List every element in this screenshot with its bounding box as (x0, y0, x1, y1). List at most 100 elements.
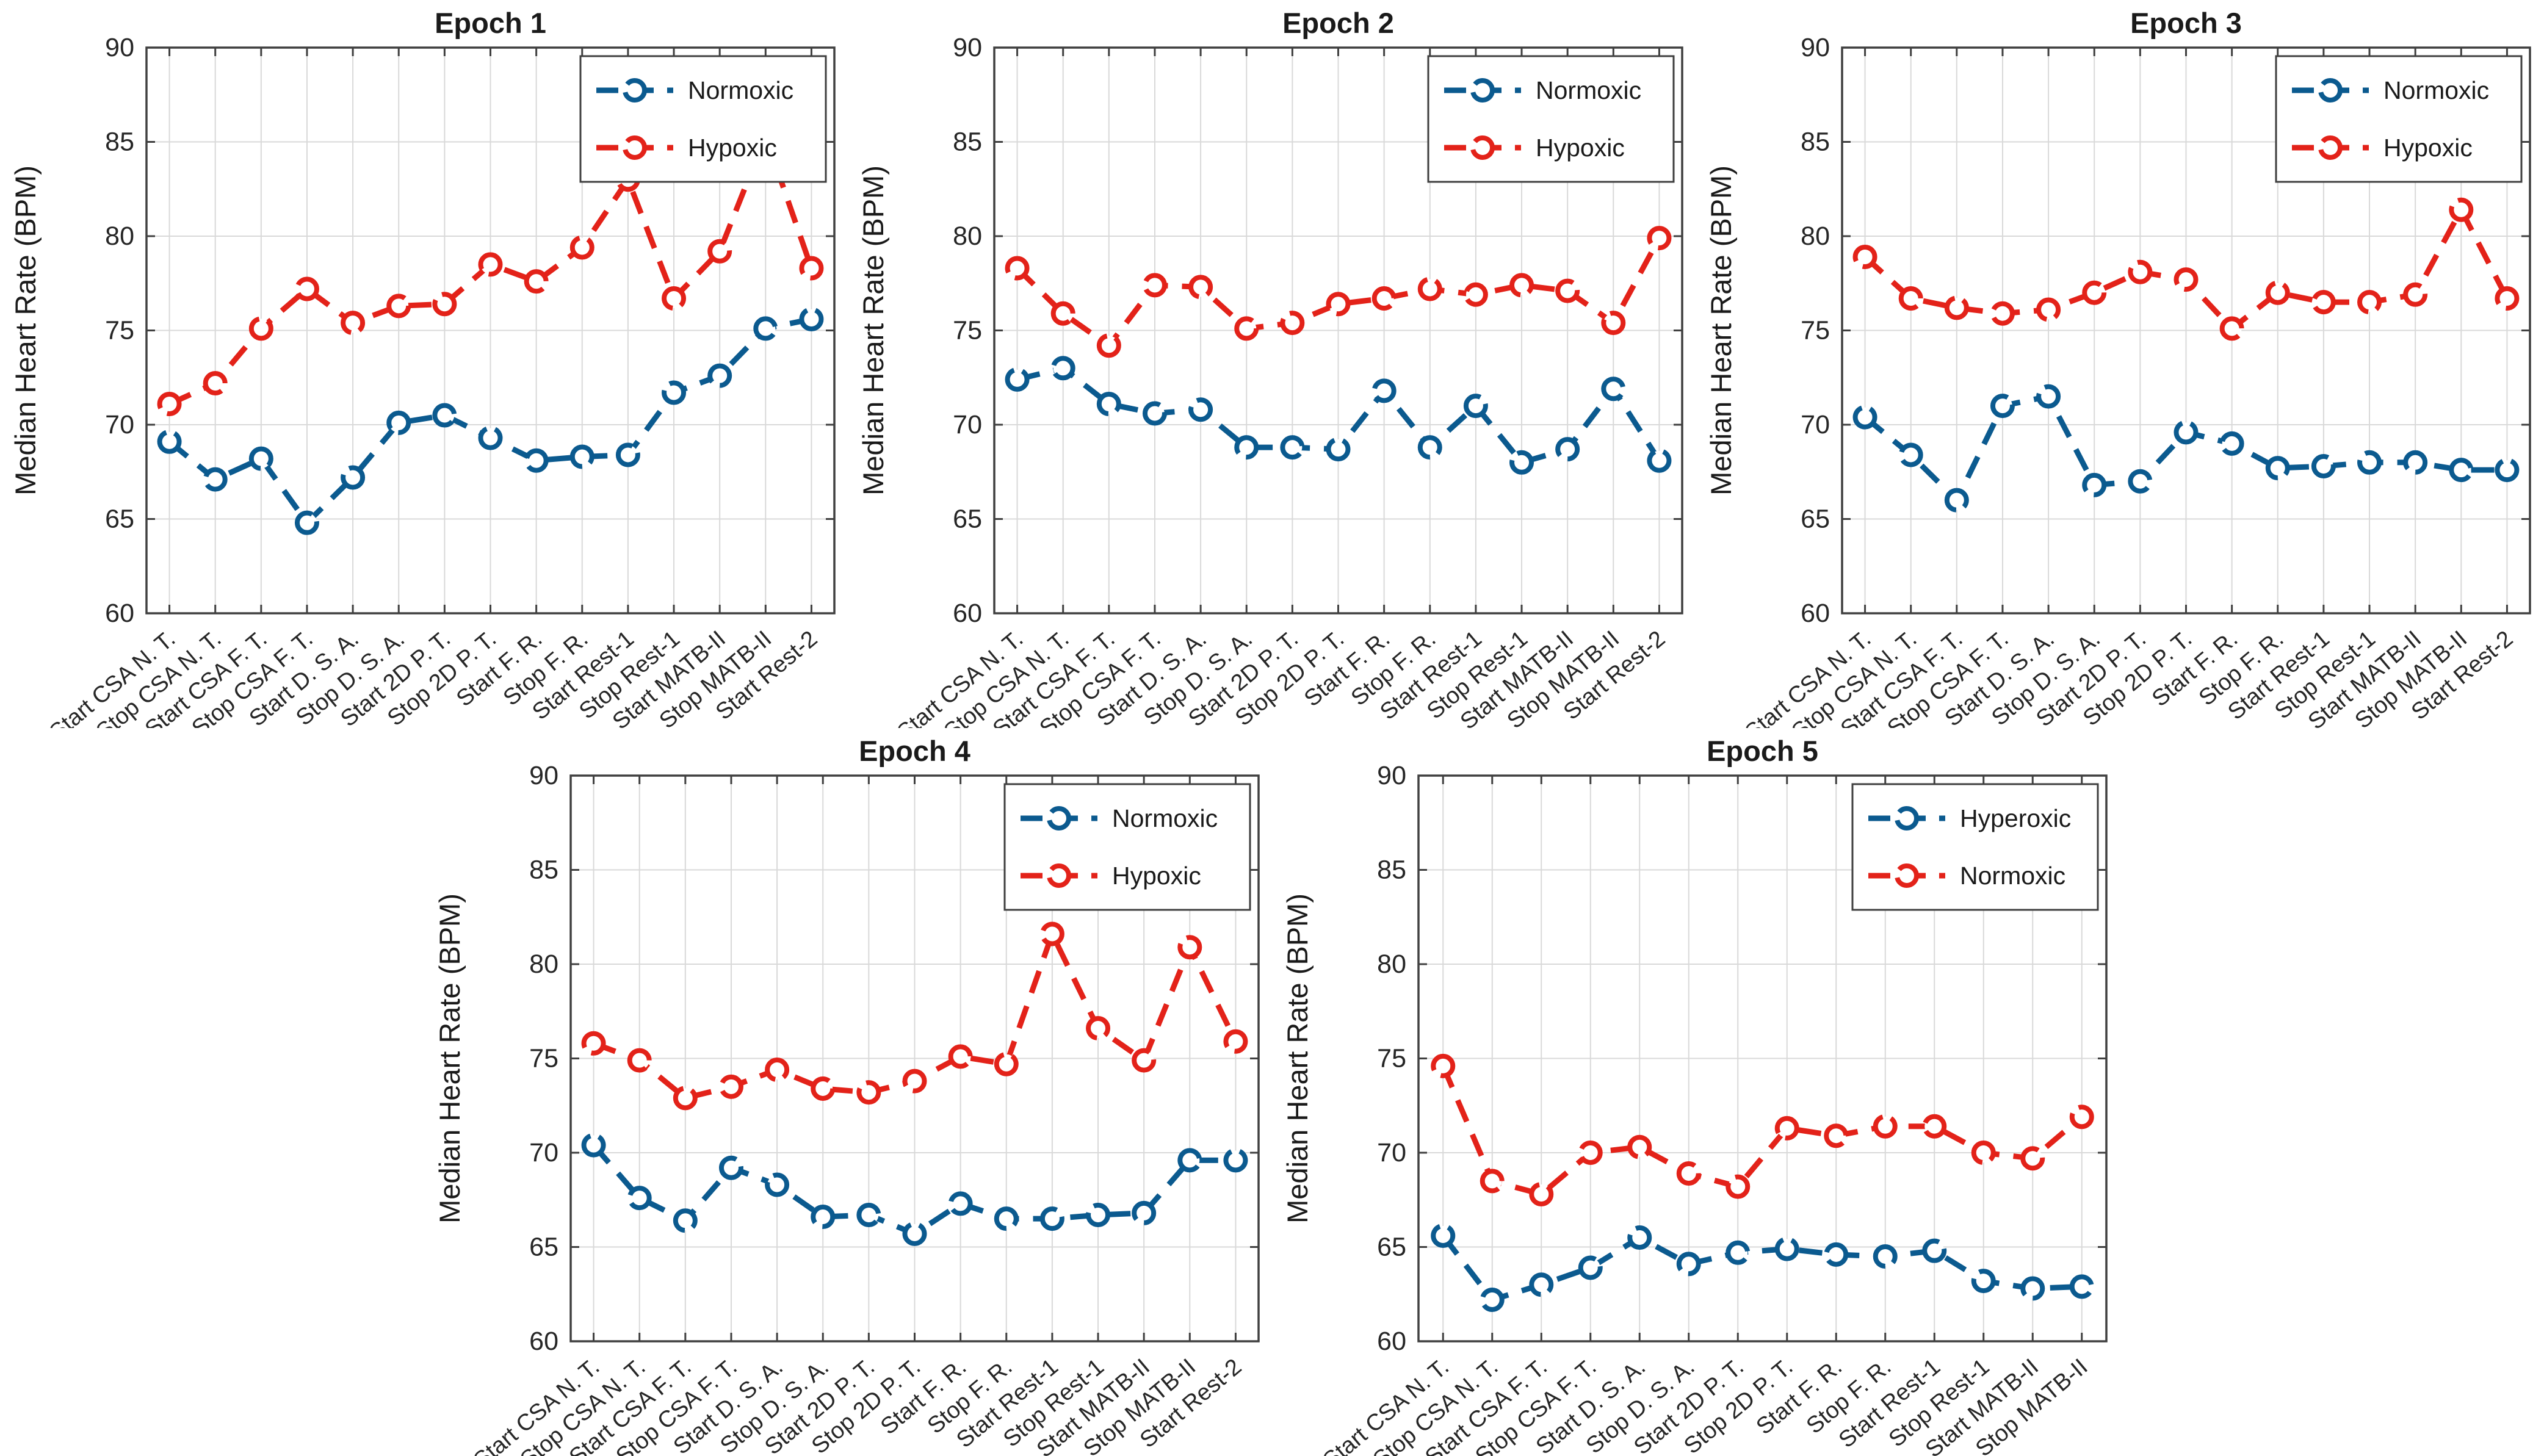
y-tick-label: 75 (529, 1044, 558, 1073)
y-tick-label: 60 (1801, 599, 1830, 628)
legend-marker (1470, 78, 1495, 103)
data-point-marker (1774, 1236, 1799, 1261)
legend-label: Hypoxic (1536, 134, 1625, 162)
data-point-marker (2020, 1276, 2045, 1301)
data-point-marker (1944, 295, 1969, 320)
data-point-marker (1086, 1016, 1111, 1041)
data-point-marker (1417, 435, 1442, 460)
y-axis-label: Median Heart Rate (BPM) (1281, 893, 1314, 1224)
data-point-marker (811, 1205, 836, 1230)
data-point-marker (1417, 276, 1442, 301)
legend-box (2275, 55, 2523, 183)
data-point-marker (2036, 384, 2061, 409)
data-point-marker (1647, 226, 1672, 251)
data-point-marker (1431, 1223, 1456, 1248)
data-point-marker (1280, 311, 1305, 336)
data-point-marker (2069, 1274, 2094, 1299)
data-point-marker (524, 448, 549, 473)
data-point-marker (1898, 286, 1923, 311)
y-tick-label: 75 (1801, 316, 1830, 345)
data-point-marker (1463, 282, 1488, 307)
legend-label: Normoxic (1536, 76, 1641, 104)
data-point-marker (615, 442, 640, 467)
data-point-marker (1873, 1244, 1898, 1269)
data-point-marker (627, 1186, 652, 1211)
legend-box (579, 55, 827, 183)
y-tick-label: 80 (1801, 222, 1830, 251)
data-point-marker (2128, 259, 2153, 284)
legend-marker (1047, 863, 1071, 888)
y-tick-label: 65 (529, 1233, 558, 1262)
data-point-marker (2036, 297, 2061, 322)
data-point-marker (673, 1086, 698, 1111)
data-point-marker (1990, 394, 2015, 419)
data-point-marker (799, 306, 824, 331)
y-tick-label: 60 (1377, 1327, 1406, 1356)
y-tick-label: 75 (105, 316, 134, 345)
data-point-marker (2449, 458, 2474, 483)
data-point-marker (1774, 1115, 1799, 1141)
data-point-marker (1509, 273, 1534, 298)
figure-row-bottom: 60 65 70 75 80 85 90 Start CSA N. T. Stop CSA N.… (0, 728, 2544, 1456)
data-point-marker (753, 316, 778, 341)
epoch-4-chart: 60 65 70 75 80 85 90 Start CSA N. T. Stop CSA N.… (424, 728, 1272, 1456)
data-point-marker (1726, 1240, 1751, 1265)
data-point-marker (2495, 286, 2520, 311)
series-line-hyperoxic (1440, 1234, 2082, 1303)
y-tick-label: 90 (105, 33, 134, 62)
data-point-marker (627, 1048, 652, 1073)
chart-title: Epoch 5 (1707, 735, 1818, 767)
data-point-marker (1371, 286, 1397, 311)
data-point-marker (2357, 290, 2382, 315)
data-point-marker (1050, 301, 1075, 326)
y-axis-label: Median Heart Rate (BPM) (1705, 165, 1737, 496)
legend-box (1003, 783, 1251, 911)
data-point-marker (1922, 1114, 1947, 1139)
data-point-marker (2311, 290, 2336, 315)
legend: Normoxic Hypoxic (1003, 783, 1251, 911)
data-point-marker (1873, 1114, 1898, 1139)
data-point-marker (1280, 435, 1305, 460)
data-point-marker (1529, 1272, 1554, 1297)
y-tick-label: 85 (105, 128, 134, 157)
y-axis-label: Median Heart Rate (BPM) (857, 165, 889, 496)
data-point-marker (994, 1051, 1019, 1076)
y-tick-label: 70 (1377, 1138, 1406, 1167)
legend: Normoxic Hypoxic (2275, 55, 2523, 183)
data-point-marker (2219, 431, 2244, 456)
legend-box (1427, 55, 1675, 183)
data-point-marker (157, 392, 182, 417)
y-tick-label: 80 (953, 222, 982, 251)
y-axis-label: Median Heart Rate (BPM) (9, 165, 42, 496)
data-point-marker (432, 292, 457, 317)
data-point-marker (1944, 488, 1969, 513)
data-point-marker (581, 1031, 606, 1056)
y-tick-label: 75 (1377, 1044, 1406, 1073)
data-point-marker (2069, 1105, 2094, 1130)
data-point-marker (1326, 437, 1351, 462)
epoch-5-chart: 60 65 70 75 80 85 90 Start CSA N. T. Stop CSA N.… (1272, 728, 2120, 1456)
data-point-marker (386, 294, 411, 319)
y-tick-label: 90 (1801, 33, 1830, 62)
legend-box (1851, 783, 2099, 911)
legend-label: Normoxic (688, 76, 793, 104)
data-point-marker (1529, 1181, 1554, 1206)
data-point-marker (856, 1080, 881, 1105)
y-axis-label: Median Heart Rate (BPM) (433, 893, 466, 1224)
epoch-2-chart: 60 65 70 75 80 85 90 Start CSA N. T. Stop CSA N.… (848, 0, 1696, 728)
y-tick-label: 85 (1377, 856, 1406, 885)
data-point-marker (1852, 405, 1877, 430)
data-point-marker (1601, 311, 1626, 336)
legend-marker (1895, 863, 1919, 888)
data-point-marker (341, 311, 366, 336)
data-point-marker (811, 1076, 836, 1101)
y-tick-label: 65 (1801, 505, 1830, 534)
data-point-marker (1142, 401, 1167, 426)
y-tick-label: 70 (529, 1138, 558, 1167)
data-point-marker (707, 363, 732, 388)
data-point-marker (1096, 333, 1121, 358)
axis-ticks (146, 46, 834, 614)
chart-title: Epoch 2 (1282, 7, 1394, 39)
